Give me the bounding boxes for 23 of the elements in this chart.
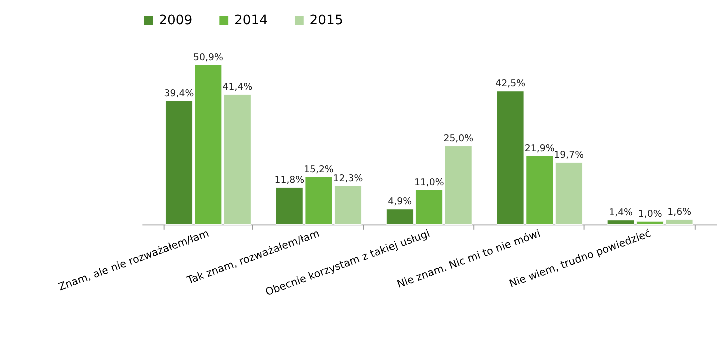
data-label: 50,9% bbox=[194, 52, 224, 64]
data-label: 1,4% bbox=[609, 208, 634, 219]
data-label: 21,9% bbox=[524, 143, 555, 154]
data-label: 42,5% bbox=[496, 78, 526, 90]
data-label: 4,9% bbox=[388, 196, 412, 208]
data-label: 11,8% bbox=[274, 175, 305, 186]
data-label: 25,0% bbox=[444, 134, 474, 145]
bar bbox=[224, 94, 252, 225]
data-label: 1,0% bbox=[638, 208, 662, 220]
legend-label: 2009 bbox=[159, 13, 193, 28]
legend-label: 2014 bbox=[234, 13, 268, 28]
data-label: 15,2% bbox=[304, 164, 334, 176]
bar bbox=[334, 186, 362, 225]
data-label: 11,0% bbox=[414, 178, 444, 189]
data-label: 12,3% bbox=[333, 173, 364, 184]
bar bbox=[666, 219, 694, 225]
bar bbox=[444, 146, 472, 225]
bar bbox=[555, 162, 583, 225]
data-label: 41,4% bbox=[222, 82, 253, 94]
data-label: 19,7% bbox=[554, 150, 584, 162]
data-label: 1,6% bbox=[668, 207, 692, 218]
legend-label: 2015 bbox=[310, 13, 344, 28]
data-label: 39,4% bbox=[164, 88, 194, 100]
